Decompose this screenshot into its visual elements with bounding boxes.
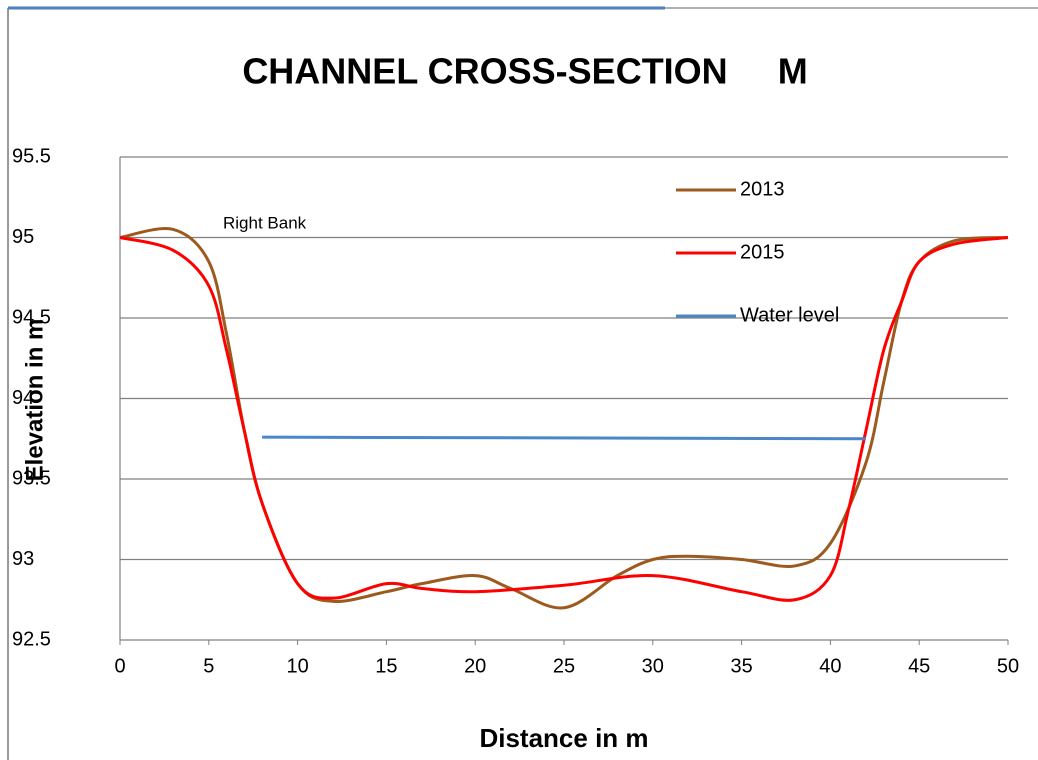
x-tick-label: 15 <box>375 655 397 677</box>
y-tick-label: 93 <box>12 548 34 570</box>
y-tick-label: 92.5 <box>12 628 51 650</box>
y-tick-label: 94.5 <box>12 306 51 328</box>
x-tick-label: 0 <box>114 655 125 677</box>
y-tick-label: 95 <box>12 226 34 248</box>
x-tick-label: 25 <box>553 655 575 677</box>
legend-label: 2013 <box>740 178 785 200</box>
x-axis-label: Distance in m <box>479 723 648 753</box>
chart-title: CHANNEL CROSS-SECTION M <box>242 51 807 92</box>
x-tick-label: 10 <box>286 655 308 677</box>
y-tick-label: 94 <box>12 387 34 409</box>
x-tick-label: 20 <box>464 655 486 677</box>
annotation: Right Bank <box>223 213 307 232</box>
legend-label: 2015 <box>740 241 785 263</box>
x-tick-label: 40 <box>819 655 841 677</box>
y-axis-label: Elevation in m <box>21 319 48 482</box>
y-tick-label: 95.5 <box>12 145 51 167</box>
series-line <box>262 435 866 441</box>
x-tick-label: 35 <box>730 655 752 677</box>
x-tick-label: 30 <box>642 655 664 677</box>
legend-label: Water level <box>740 304 839 326</box>
x-tick-label: 5 <box>203 655 214 677</box>
series-line <box>119 236 1009 602</box>
x-tick-label: 45 <box>908 655 930 677</box>
x-tick-label: 50 <box>997 655 1019 677</box>
y-tick-label: 93.5 <box>12 467 51 489</box>
